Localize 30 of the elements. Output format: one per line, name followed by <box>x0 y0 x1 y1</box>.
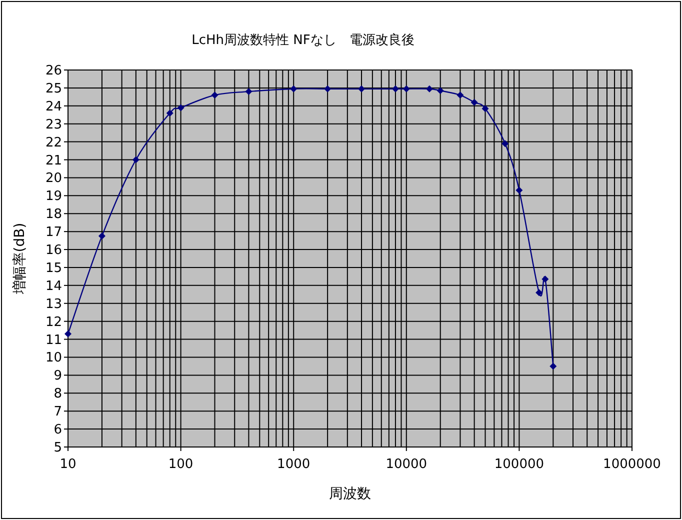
y-axis-title: 増幅率(dB) <box>11 222 28 296</box>
y-tick-label: 22 <box>45 135 62 150</box>
y-tick-label: 24 <box>45 99 62 114</box>
y-tick-label: 19 <box>45 189 62 204</box>
y-tick-label: 17 <box>45 225 62 240</box>
y-tick-label: 26 <box>45 64 62 78</box>
y-tick-label: 18 <box>45 207 62 222</box>
x-tick-label: 1000 <box>277 457 310 472</box>
y-tick-label: 6 <box>54 422 62 438</box>
x-tick-label: 100 <box>168 457 194 472</box>
y-tick-label: 14 <box>45 278 62 294</box>
y-tick-label: 15 <box>45 260 62 276</box>
y-tick-label: 8 <box>54 386 62 402</box>
y-tick-label: 20 <box>45 171 62 186</box>
y-tick-label: 11 <box>45 332 62 348</box>
x-tick-label: 100000 <box>494 457 544 472</box>
chart-title: LcHh周波数特性 NFなし 電源改良後 <box>192 33 414 48</box>
y-tick-label: 25 <box>45 81 62 96</box>
y-tick-label: 23 <box>45 117 62 132</box>
y-tick-label: 13 <box>45 296 62 312</box>
x-axis-title: 周波数 <box>329 486 371 502</box>
x-tick-label: 1000000 <box>603 457 661 472</box>
y-tick-label: 16 <box>45 243 62 258</box>
y-tick-label: 12 <box>45 314 62 330</box>
y-tick-label: 7 <box>54 404 62 420</box>
y-tick-label: 5 <box>54 440 62 456</box>
y-tick-label: 10 <box>45 350 62 366</box>
y-tick-label: 9 <box>54 368 62 384</box>
x-tick-label: 10000 <box>386 457 428 472</box>
y-tick-label: 21 <box>45 153 62 168</box>
